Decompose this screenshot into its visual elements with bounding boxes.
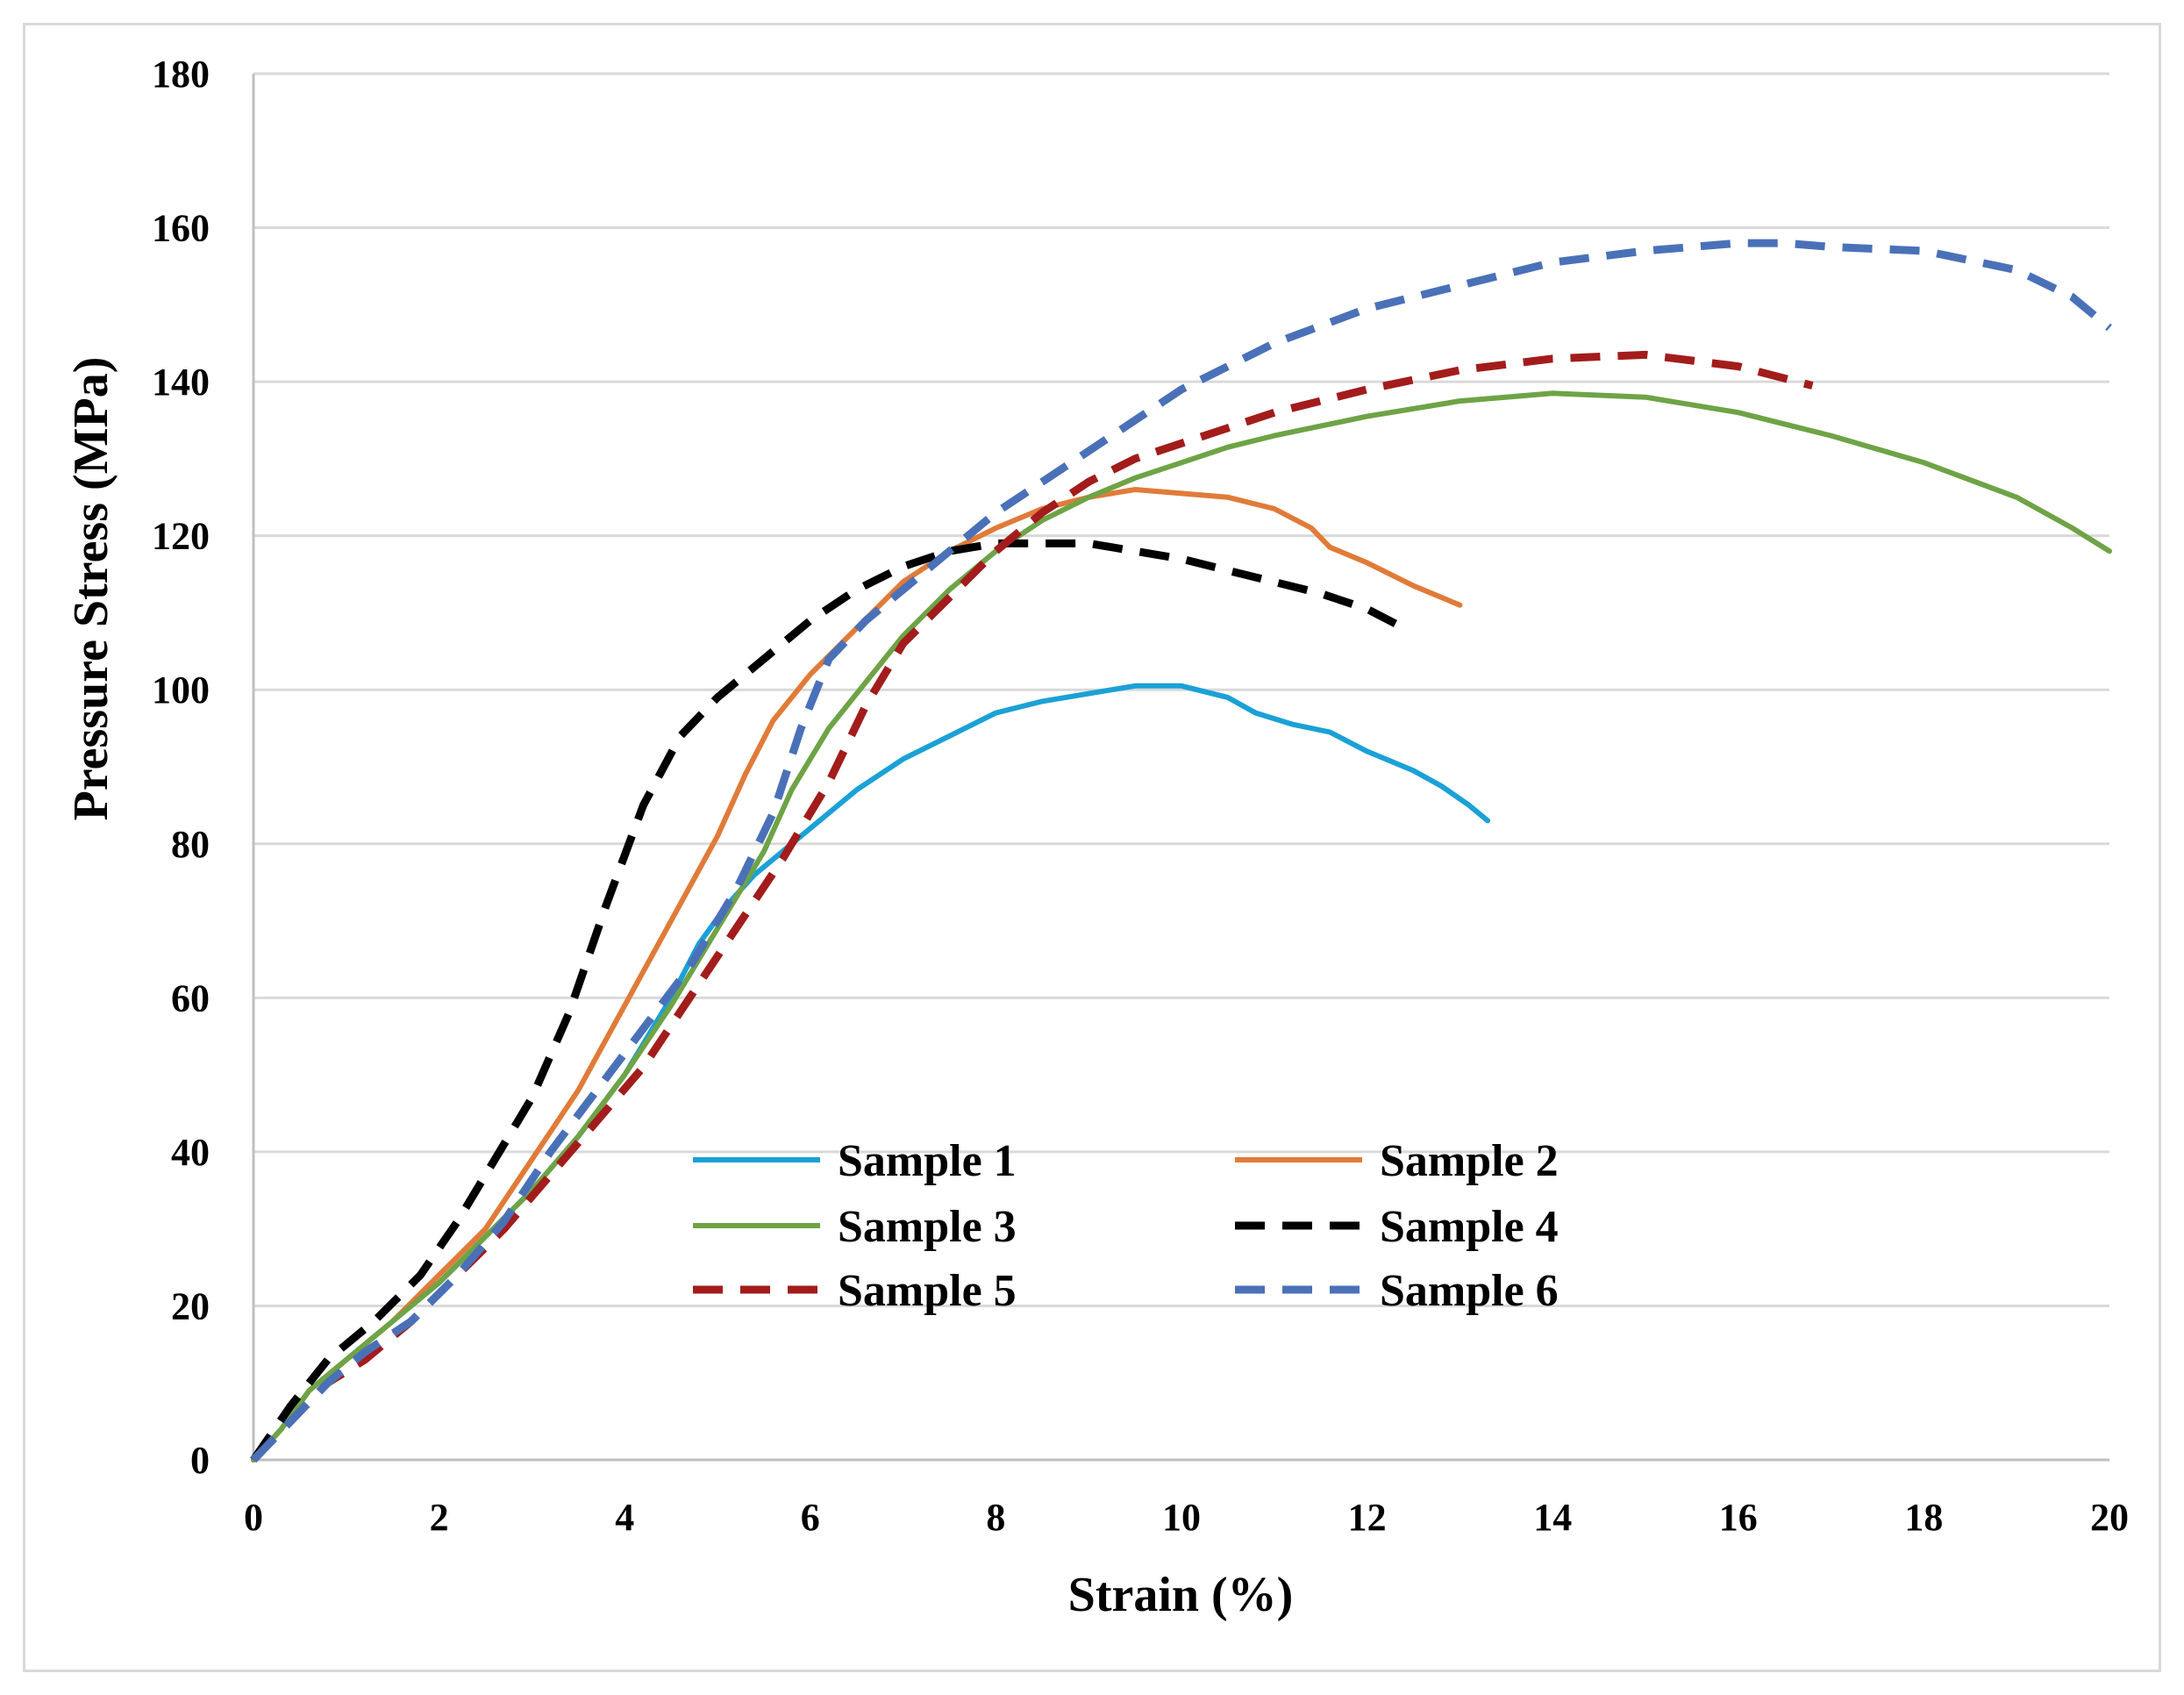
chart-frame [23,23,2161,1672]
x-tick-label: 6 [801,1496,820,1539]
y-tick-label: 20 [171,1284,210,1327]
x-tick-label: 8 [986,1496,1005,1539]
legend-label-sample-3: Sample 3 [838,1202,1017,1252]
y-tick-labels: 0 20 40 60 80 100 120 140 160 180 [152,53,210,1482]
y-tick-label: 180 [152,53,210,96]
y-tick-label: 0 [190,1439,210,1482]
y-tick-label: 100 [152,669,210,712]
series-line-sample-3 [251,390,2112,1463]
legend-label-sample-2: Sample 2 [1380,1136,1559,1186]
legend: Sample 1 Sample 2 Sample 3 Sample 4 Sample 5… [693,1136,1559,1316]
x-tick-label: 14 [1533,1496,1572,1539]
gridlines [253,72,2109,1307]
y-tick-label: 60 [171,976,210,1019]
y-axis-title: Pressure Stress (MPa) [64,357,118,821]
x-tick-labels: 0 2 4 6 8 10 12 14 16 18 20 [244,1496,2129,1539]
x-tick-label: 20 [2090,1496,2129,1539]
series-line-sample-5 [250,350,1814,1463]
y-tick-label: 140 [152,361,210,404]
x-tick-label: 18 [1904,1496,1943,1539]
y-tick-label: 160 [152,207,210,250]
series-line-sample-6 [250,239,2112,1463]
legend-label-sample-1: Sample 1 [838,1136,1017,1186]
y-tick-label: 80 [171,823,210,866]
axes [252,74,2109,1462]
x-tick-label: 0 [244,1496,263,1539]
y-tick-label: 120 [152,515,210,558]
x-tick-label: 4 [615,1496,634,1539]
series-lines [250,239,2112,1463]
x-tick-label: 2 [430,1496,449,1539]
x-tick-label: 12 [1348,1496,1387,1539]
series-line-sample-4 [250,539,1406,1463]
legend-label-sample-6: Sample 6 [1380,1266,1559,1316]
series-line-sample-1 [251,683,1491,1463]
x-tick-label: 10 [1162,1496,1201,1539]
legend-label-sample-5: Sample 5 [838,1266,1017,1316]
y-tick-label: 40 [171,1131,210,1174]
x-tick-label: 16 [1719,1496,1758,1539]
legend-label-sample-4: Sample 4 [1380,1202,1559,1252]
x-axis-title: Strain (%) [1068,1568,1294,1622]
